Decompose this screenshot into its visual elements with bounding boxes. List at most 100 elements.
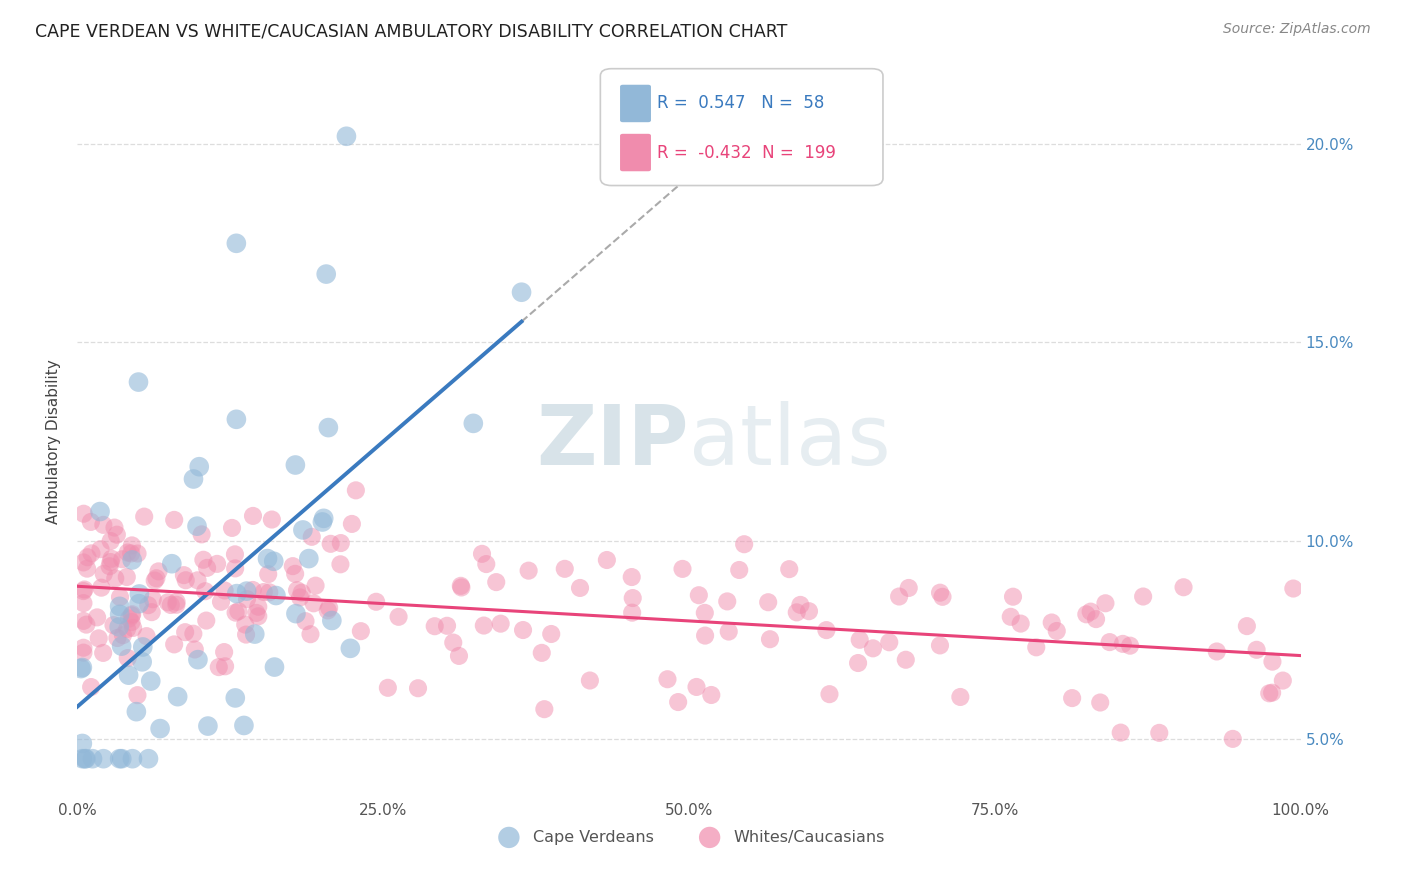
Point	[121, 752, 143, 766]
Point	[288, 591, 311, 605]
Point	[510, 285, 533, 300]
Point	[128, 597, 150, 611]
Point	[91, 646, 114, 660]
Point	[340, 516, 363, 531]
Point	[149, 722, 172, 736]
Point	[76, 561, 98, 575]
Point	[127, 547, 149, 561]
Point	[115, 622, 138, 636]
Point	[579, 673, 602, 688]
Point	[76, 550, 98, 565]
Point	[142, 592, 165, 607]
Point	[205, 557, 228, 571]
Point	[80, 546, 103, 560]
Point	[666, 695, 689, 709]
Point	[108, 607, 131, 622]
Point	[596, 553, 619, 567]
Point	[166, 690, 188, 704]
Point	[72, 646, 94, 660]
Point	[89, 542, 111, 557]
Point	[887, 590, 910, 604]
Point	[75, 617, 97, 632]
Point	[160, 557, 183, 571]
Point	[471, 547, 494, 561]
Point	[70, 662, 93, 676]
Point	[225, 586, 247, 600]
Point	[80, 680, 103, 694]
Point	[1173, 580, 1195, 594]
Point	[72, 614, 94, 628]
Point	[80, 515, 103, 529]
Point	[118, 611, 141, 625]
Point	[848, 632, 870, 647]
Point	[1000, 610, 1022, 624]
Point	[716, 594, 738, 608]
Point	[224, 547, 246, 561]
Point	[103, 520, 125, 534]
Point	[319, 537, 342, 551]
Point	[127, 375, 149, 389]
Point	[225, 412, 247, 426]
Point	[242, 582, 264, 597]
Point	[73, 582, 96, 597]
Point	[815, 623, 838, 637]
Point	[86, 610, 108, 624]
Point	[344, 483, 367, 498]
Point	[329, 558, 352, 572]
Text: CAPE VERDEAN VS WHITE/CAUCASIAN AMBULATORY DISABILITY CORRELATION CHART: CAPE VERDEAN VS WHITE/CAUCASIAN AMBULATO…	[35, 22, 787, 40]
Point	[447, 648, 470, 663]
Point	[75, 752, 97, 766]
Point	[1246, 642, 1268, 657]
Point	[117, 651, 139, 665]
Point	[1076, 607, 1098, 622]
Point	[163, 513, 186, 527]
Point	[128, 587, 150, 601]
Point	[138, 752, 160, 766]
Point	[195, 614, 218, 628]
Point	[441, 635, 464, 649]
Y-axis label: Ambulatory Disability: Ambulatory Disability	[46, 359, 62, 524]
Point	[350, 624, 373, 639]
Point	[214, 659, 236, 673]
Point	[188, 459, 211, 474]
Point	[530, 646, 553, 660]
Point	[329, 536, 352, 550]
Point	[100, 551, 122, 566]
Point	[212, 645, 235, 659]
Point	[1109, 725, 1132, 739]
Text: atlas: atlas	[689, 401, 890, 482]
Point	[214, 583, 236, 598]
Point	[1046, 624, 1069, 638]
Point	[1261, 686, 1284, 700]
Point	[472, 618, 495, 632]
Point	[700, 688, 723, 702]
Text: R =  0.547   N =  58: R = 0.547 N = 58	[657, 95, 824, 112]
Point	[778, 562, 800, 576]
Point	[1258, 686, 1281, 700]
Point	[284, 458, 307, 472]
Point	[100, 534, 122, 549]
Point	[87, 632, 110, 646]
Point	[1040, 615, 1063, 630]
Point	[235, 627, 257, 641]
Point	[134, 509, 156, 524]
Point	[107, 631, 129, 645]
Point	[1222, 731, 1244, 746]
Point	[115, 570, 138, 584]
Point	[121, 607, 143, 622]
Point	[256, 551, 278, 566]
Point	[569, 581, 592, 595]
Point	[315, 267, 337, 281]
Point	[489, 616, 512, 631]
Point	[117, 668, 139, 682]
Point	[797, 604, 820, 618]
Point	[174, 625, 197, 640]
Point	[321, 614, 343, 628]
Point	[1098, 635, 1121, 649]
Point	[756, 595, 779, 609]
Point	[89, 504, 111, 518]
Point	[82, 752, 104, 766]
Point	[931, 590, 953, 604]
Point	[122, 621, 145, 635]
Point	[263, 660, 285, 674]
